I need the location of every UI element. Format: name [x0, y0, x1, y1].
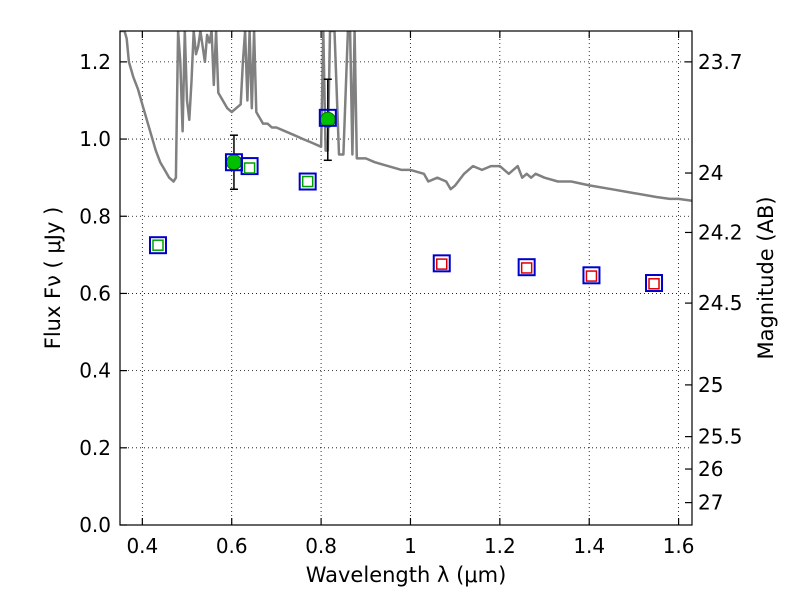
- y2-tick-label: 24: [698, 161, 723, 185]
- plot-frame: [119, 30, 693, 526]
- y2-tick-label: 24.5: [698, 291, 743, 315]
- y2-tick-label: 25: [698, 373, 723, 397]
- model-square: [318, 108, 337, 127]
- y-tick-label: 0.2: [79, 436, 111, 460]
- inner-square: [243, 162, 256, 174]
- x-tick-label: 0.8: [305, 534, 337, 558]
- model-square: [432, 254, 451, 273]
- y2-tick-label: 26: [698, 457, 723, 481]
- inner-square: [152, 239, 164, 251]
- inner-square: [520, 262, 533, 274]
- y-tick-label: 0.0: [79, 513, 111, 537]
- y-tick-label: 0.8: [79, 204, 111, 228]
- model-square: [517, 258, 536, 277]
- data-layer: [120, 31, 692, 293]
- x-tick-label: 0.6: [216, 534, 248, 558]
- y2-tick-label: 27: [698, 491, 723, 515]
- measured-point: [225, 154, 242, 171]
- model-square: [148, 236, 167, 255]
- model-square: [298, 172, 317, 191]
- y-tick-label: 0.6: [79, 281, 111, 305]
- model-square: [582, 266, 601, 285]
- y2-tick-label: 23.7: [698, 50, 743, 74]
- inner-square: [585, 270, 598, 282]
- inner-square: [301, 175, 314, 188]
- x-axis-title: Wavelength λ (μm): [306, 563, 507, 587]
- x-tick-label: 0.4: [126, 534, 158, 558]
- y-tick-label: 1.0: [79, 127, 111, 151]
- x-tick-label: 1.6: [663, 534, 695, 558]
- spectrum-line: [120, 31, 692, 203]
- y2-tick-label: 24.2: [698, 220, 743, 244]
- y2-axis-title: Magnitude (AB): [754, 196, 778, 359]
- model-square: [645, 274, 664, 293]
- y-axis-title: Flux Fν ( μJy ): [41, 207, 65, 350]
- x-tick-label: 1: [404, 534, 417, 558]
- x-tick-label: 1.2: [484, 534, 516, 558]
- inner-square: [436, 258, 448, 270]
- model-square: [240, 157, 259, 176]
- inner-square: [648, 278, 660, 290]
- y-tick-label: 1.2: [79, 50, 111, 74]
- y-tick-label: 0.4: [79, 359, 111, 383]
- x-tick-label: 1.4: [573, 534, 605, 558]
- axes: 0.4 0.6 0.8 1 1.2 1.4 1.6 0.0 0.2 0.4 0.6 0.8 1.0 1.2…: [79, 31, 743, 558]
- y2-tick-label: 25.5: [698, 425, 743, 449]
